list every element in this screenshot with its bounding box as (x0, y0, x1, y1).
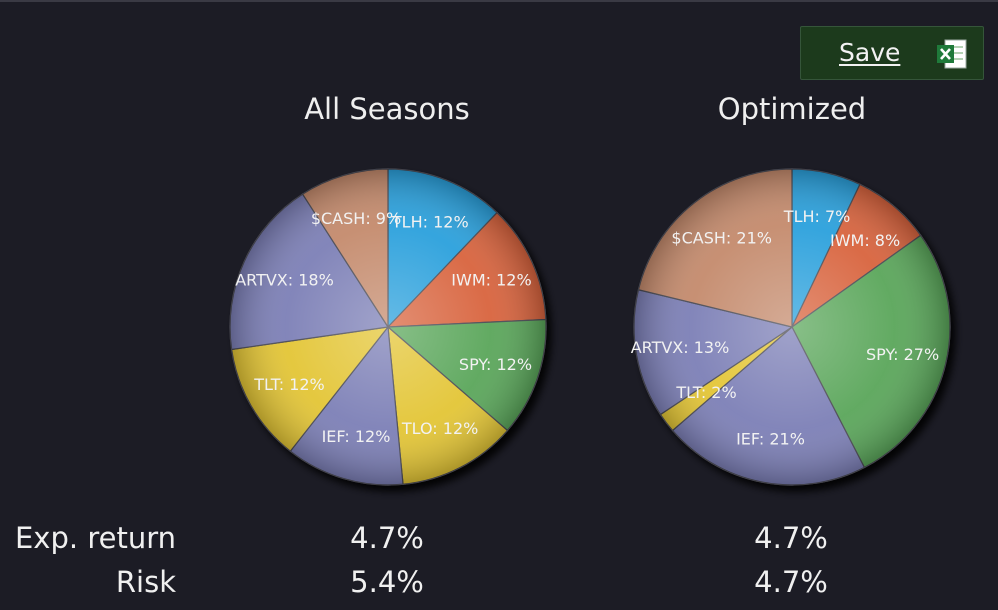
slice-label-spy: SPY: 27% (866, 345, 939, 364)
slice-label-tlt: TLT: 2% (675, 383, 736, 402)
save-button-label: Save (839, 38, 901, 67)
pie-all-seasons: TLH: 12% IWM: 12% SPY: 12% TLO: 12% IEF: 12%… (229, 168, 547, 486)
slice-label-artvx: ARTVX: 18% (235, 271, 334, 290)
pie-optimized: TLH: 7% IWM: 8% SPY: 27% IEF: 21% TLT: 2% ART… (631, 168, 951, 486)
optimized-exp-return: 4.7% (754, 521, 828, 555)
slice-label-tlo: TLO: 12% (401, 419, 478, 438)
slice-label-iwm: IWM: 12% (451, 271, 531, 290)
slice-label-cash: $CASH: 21% (671, 229, 772, 248)
slice-label-ief: IEF: 12% (322, 427, 391, 446)
optimized-risk: 4.7% (754, 565, 828, 599)
excel-icon (937, 39, 967, 69)
slice-label-spy: SPY: 12% (459, 355, 532, 374)
chart-title-optimized: Optimized (717, 92, 867, 126)
slice-label-iwm: IWM: 8% (830, 231, 900, 250)
save-button[interactable]: Save (800, 26, 984, 80)
risk-label: Risk (115, 565, 176, 599)
top-divider (0, 0, 998, 2)
slice-label-tlh: TLH: 12% (391, 212, 469, 231)
slice-label-ief: IEF: 21% (736, 430, 805, 449)
slice-label-cash: $CASH: 9% (311, 209, 401, 228)
pie-gloss (230, 169, 546, 485)
slice-label-tlt: TLT: 12% (253, 375, 325, 394)
pie-charts: TLH: 12% IWM: 12% SPY: 12% TLO: 12% IEF: 12%… (229, 168, 951, 486)
chart-title-all-seasons: All Seasons (304, 92, 470, 126)
pie-gloss (634, 169, 950, 485)
all-seasons-risk: 5.4% (350, 565, 424, 599)
exp-return-label: Exp. return (14, 521, 176, 555)
all-seasons-exp-return: 4.7% (350, 521, 424, 555)
slice-label-tlh: TLH: 7% (783, 207, 851, 226)
slice-label-artvx: ARTVX: 13% (631, 338, 730, 357)
